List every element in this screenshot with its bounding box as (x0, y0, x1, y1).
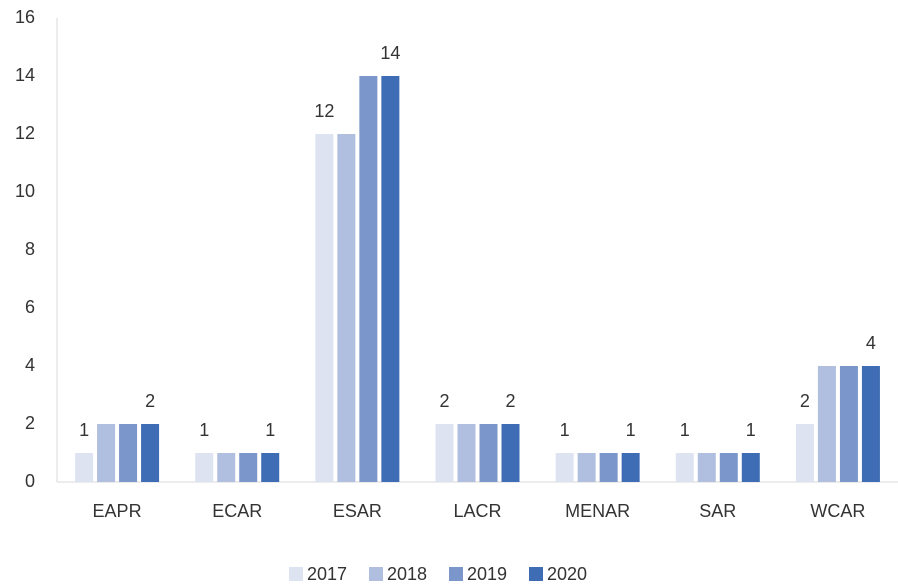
bar (141, 424, 160, 482)
y-tick-label: 14 (15, 65, 35, 85)
y-tick-label: 8 (25, 239, 35, 259)
bar (839, 366, 858, 482)
bar (621, 453, 640, 482)
x-tick-label: LACR (453, 501, 501, 521)
bar (675, 453, 694, 482)
x-tick-label: MENAR (565, 501, 630, 521)
bar (75, 453, 94, 482)
data-label: 1 (199, 420, 209, 440)
bar (457, 424, 476, 482)
y-tick-label: 4 (25, 355, 35, 375)
bar (119, 424, 138, 482)
bar (861, 366, 880, 482)
bar (359, 76, 378, 482)
bar (435, 424, 454, 482)
bar (195, 453, 214, 482)
bar (501, 424, 520, 482)
data-label: 1 (626, 420, 636, 440)
data-label: 2 (800, 391, 810, 411)
x-tick-label: ESAR (333, 501, 382, 521)
bar (479, 424, 498, 482)
data-label: 1 (746, 420, 756, 440)
legend-swatch (369, 567, 383, 581)
y-tick-label: 16 (15, 7, 35, 27)
bar (719, 453, 738, 482)
legend-swatch (449, 567, 463, 581)
data-label: 1 (680, 420, 690, 440)
data-label: 4 (866, 333, 876, 353)
data-label: 2 (505, 391, 515, 411)
bar (741, 453, 760, 482)
x-tick-label: SAR (699, 501, 736, 521)
legend-swatch (529, 567, 543, 581)
y-tick-label: 0 (25, 471, 35, 491)
bar (599, 453, 618, 482)
bar (555, 453, 574, 482)
y-tick-label: 12 (15, 123, 35, 143)
bar (337, 134, 356, 482)
x-tick-label: ECAR (212, 501, 262, 521)
y-tick-label: 6 (25, 297, 35, 317)
y-tick-label: 2 (25, 413, 35, 433)
legend-label: 2020 (547, 564, 587, 584)
data-label: 1 (79, 420, 89, 440)
legend-label: 2018 (387, 564, 427, 584)
data-label: 2 (145, 391, 155, 411)
legend-label: 2017 (307, 564, 347, 584)
bar (315, 134, 334, 482)
bar (261, 453, 280, 482)
x-tick-label: EAPR (93, 501, 142, 521)
data-label: 1 (265, 420, 275, 440)
data-label: 14 (380, 43, 400, 63)
bar (795, 424, 814, 482)
y-tick-label: 10 (15, 181, 35, 201)
bar (817, 366, 836, 482)
bar (577, 453, 596, 482)
data-label: 2 (439, 391, 449, 411)
x-tick-label: WCAR (810, 501, 865, 521)
bar (97, 424, 116, 482)
data-label: 1 (560, 420, 570, 440)
bar (697, 453, 716, 482)
legend-label: 2019 (467, 564, 507, 584)
legend-swatch (289, 567, 303, 581)
bar (217, 453, 236, 482)
bar (239, 453, 258, 482)
bar (381, 76, 400, 482)
data-label: 12 (314, 101, 334, 121)
